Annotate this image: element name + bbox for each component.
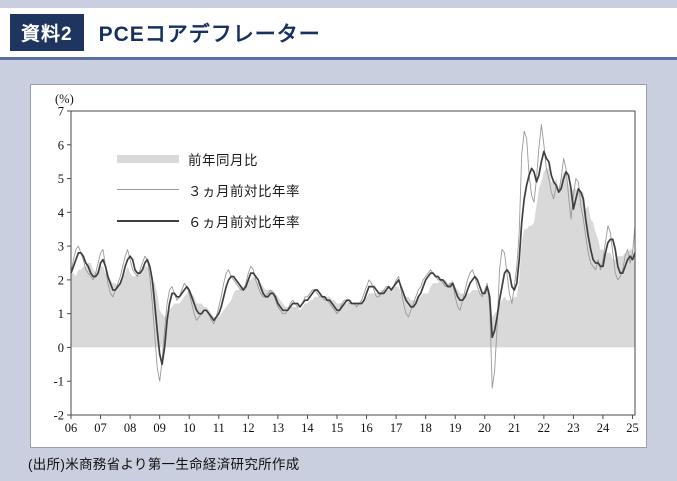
svg-text:4: 4 bbox=[58, 206, 65, 220]
page-title: PCEコアデフレーター bbox=[98, 22, 321, 46]
legend-swatch-yoy bbox=[117, 154, 179, 163]
svg-text:09: 09 bbox=[153, 421, 166, 435]
svg-text:19: 19 bbox=[449, 421, 462, 435]
svg-text:08: 08 bbox=[124, 421, 136, 435]
svg-text:07: 07 bbox=[94, 421, 107, 435]
svg-text:15: 15 bbox=[331, 421, 344, 435]
svg-text:3: 3 bbox=[58, 240, 64, 254]
legend-label-3m: ３ヵ月前対比年率 bbox=[188, 183, 300, 199]
legend-swatch-3m bbox=[117, 189, 179, 190]
svg-text:20: 20 bbox=[479, 421, 492, 435]
svg-text:6: 6 bbox=[58, 138, 64, 152]
svg-text:-1: -1 bbox=[54, 375, 64, 389]
header-rule bbox=[0, 57, 677, 60]
legend-swatch-6m bbox=[117, 219, 179, 222]
svg-text:14: 14 bbox=[301, 421, 314, 435]
svg-text:5: 5 bbox=[58, 172, 64, 186]
header-badge: 資料2 bbox=[10, 14, 84, 51]
svg-text:24: 24 bbox=[597, 421, 610, 435]
svg-text:22: 22 bbox=[538, 421, 551, 435]
svg-text:13: 13 bbox=[272, 421, 285, 435]
legend-label-yoy: 前年同月比 bbox=[188, 152, 258, 168]
svg-text:0: 0 bbox=[58, 341, 64, 355]
legend-item-3m: ３ヵ月前対比年率 bbox=[117, 174, 300, 205]
svg-text:(%): (%) bbox=[55, 92, 74, 106]
legend-label-6m: ６ヵ月前対比年率 bbox=[188, 214, 300, 230]
svg-text:18: 18 bbox=[419, 421, 432, 435]
svg-text:21: 21 bbox=[508, 421, 521, 435]
source-note: (出所)米商務省より第一生命経済研究所作成 bbox=[28, 457, 300, 472]
chart-legend: 前年同月比 ３ヵ月前対比年率 ６ヵ月前対比年率 bbox=[117, 143, 300, 236]
svg-text:10: 10 bbox=[183, 421, 196, 435]
svg-text:17: 17 bbox=[390, 421, 403, 435]
svg-text:25: 25 bbox=[626, 421, 639, 435]
svg-text:12: 12 bbox=[242, 421, 255, 435]
legend-item-6m: ６ヵ月前対比年率 bbox=[117, 205, 300, 236]
svg-text:1: 1 bbox=[58, 307, 64, 321]
chart-panel: -2 -1 0 1 2 3 4 5 6 7 06 07 08 09 10 11 12 13 14 15 16 17 18 19… bbox=[30, 84, 647, 448]
svg-text:06: 06 bbox=[65, 421, 78, 435]
svg-text:2: 2 bbox=[58, 273, 64, 287]
svg-text:-2: -2 bbox=[54, 409, 64, 423]
header: 資料2 PCEコアデフレーター bbox=[0, 8, 677, 57]
svg-text:7: 7 bbox=[58, 105, 64, 119]
legend-item-yoy: 前年同月比 bbox=[117, 143, 300, 174]
svg-text:23: 23 bbox=[567, 421, 580, 435]
svg-text:11: 11 bbox=[213, 421, 225, 435]
svg-text:16: 16 bbox=[360, 421, 373, 435]
